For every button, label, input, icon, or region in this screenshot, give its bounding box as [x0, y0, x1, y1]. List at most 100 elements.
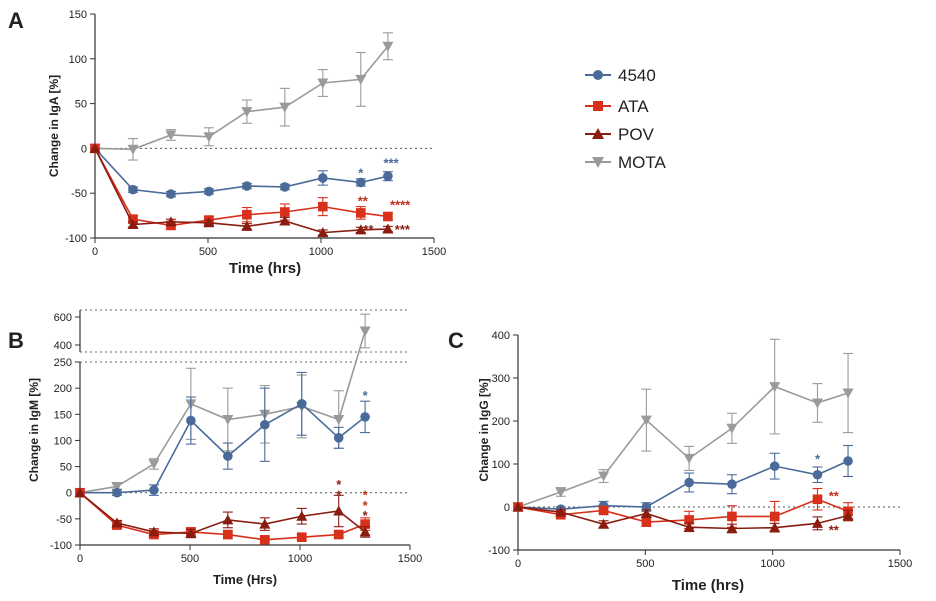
panel-a-line-mota	[94, 45, 389, 151]
panel-b-y-tick-label-upper: 400	[54, 340, 72, 352]
panel-c-point-pov	[512, 501, 524, 512]
panel-b-point-pov	[259, 518, 271, 529]
square-icon	[593, 101, 603, 111]
legend-label-mota: MOTA	[618, 153, 667, 172]
panel-c-point-ata	[812, 494, 823, 505]
circle-icon	[593, 70, 603, 80]
panel-b-x-tick-label: 1000	[288, 553, 312, 565]
panel-a-point-ata	[280, 207, 290, 217]
panel-b-point-mota	[222, 415, 234, 426]
panel-c-x-tick-label: 0	[515, 558, 521, 570]
panel-c-point-pov	[598, 518, 610, 529]
panel-b-y-tick-label: 100	[54, 435, 72, 447]
panel-b-x-tick-label: 500	[181, 553, 199, 565]
panel-a-significance-label: ***	[395, 222, 411, 237]
panel-a-y-axis-label: Change in IgA [%]	[47, 75, 61, 177]
panel-a-y-tick-label: 150	[69, 9, 87, 21]
panel-c-point-mota	[811, 398, 823, 409]
panel-c-point-4540	[769, 461, 780, 471]
panel-b-series-4540	[75, 371, 371, 498]
panel-c-point-mota	[842, 388, 854, 399]
panel-a-y-tick-label: 0	[81, 143, 87, 155]
panel-c-y-axis-label: Change in IgG [%]	[477, 378, 491, 481]
panel-b-point-pov	[74, 487, 86, 498]
panel-a-series-pov	[89, 142, 394, 238]
panel-c-point-mota	[598, 471, 610, 482]
legend-item-mota: MOTA	[585, 153, 667, 172]
legend-item-4540: 4540	[585, 66, 656, 85]
panel-a-point-pov	[89, 142, 101, 153]
panel-c-point-4540	[843, 456, 853, 466]
panel-a-point-mota	[355, 74, 367, 85]
panel-a-point-pov	[382, 223, 394, 234]
panel-a-letter: A	[8, 8, 24, 33]
panel-c-point-mota	[555, 487, 567, 498]
panel-a-point-ata	[383, 211, 393, 222]
panel-b-y-tick-label: 0	[66, 488, 72, 500]
panel-a-point-mota	[165, 130, 177, 141]
panel-b-y-tick-label: 50	[60, 462, 72, 474]
legend-label-pov: POV	[618, 125, 655, 144]
panel-c-point-mota	[726, 423, 738, 434]
triangle-down-icon	[592, 157, 604, 168]
panel-c-significance-label: **	[829, 523, 840, 538]
panel-a-point-ata	[318, 201, 328, 212]
panel-a-x-axis-label: Time (hrs)	[229, 260, 301, 277]
panel-a-point-4540	[355, 177, 366, 188]
panel-b-point-ata	[333, 529, 344, 540]
legend-item-pov: POV	[585, 125, 655, 144]
panel-a-point-4540	[204, 186, 214, 197]
panel-c-x-tick-label: 1000	[760, 558, 784, 570]
panel-c-line-ata	[517, 498, 849, 523]
panel-b-point-pov	[111, 517, 123, 528]
panel-a-significance-label: ***	[383, 156, 399, 171]
panel-a-point-4540	[128, 184, 138, 195]
panel-a-point-pov	[241, 220, 253, 231]
panel-c-point-4540	[684, 477, 694, 488]
panel-b-point-4540	[149, 485, 159, 495]
panel-b-point-pov	[185, 527, 197, 538]
legend-label-4540: 4540	[618, 66, 656, 85]
panel-c-x-axis-label: Time (hrs)	[672, 577, 744, 594]
panel-c: C Change in IgG [%] Time (hrs) 0 500 1000 1…	[448, 328, 912, 594]
panel-c-point-4540	[812, 469, 823, 480]
panel-a-significance-label: **	[358, 193, 369, 208]
panel-a-point-pov	[355, 224, 367, 235]
panel-b-point-ata	[360, 519, 370, 529]
panel-c-point-ata	[684, 515, 694, 525]
panel-a: A Change in IgA [%] Time (hrs) 0 500 1000 1…	[8, 8, 446, 277]
panel-b-x-tick-label: 1500	[398, 553, 422, 565]
panel-a-point-4540	[383, 171, 393, 181]
panel-a-y-tick-label: 50	[75, 99, 87, 111]
panel-c-point-pov	[726, 523, 738, 533]
panel-c-point-mota	[640, 415, 652, 426]
panel-b-significance-label: *	[336, 487, 342, 502]
panel-b-significance-label: *	[363, 487, 369, 502]
panel-c-point-ata	[769, 511, 780, 522]
panel-a-point-mota	[203, 132, 215, 143]
panel-c-line-pov	[517, 506, 849, 530]
panel-b-line-mota	[79, 330, 366, 494]
panel-a-point-pov	[317, 227, 329, 238]
panel-b-point-pov	[222, 514, 234, 525]
panel-b-point-ata	[260, 534, 270, 545]
panel-b-significance-label: *	[363, 388, 369, 403]
panel-a-point-mota	[279, 102, 291, 113]
triangle-up-icon	[592, 128, 604, 139]
panel-c-point-ata	[598, 505, 609, 516]
panel-a-line-4540	[94, 147, 389, 195]
panel-b-point-pov	[359, 526, 371, 537]
panel-a-x-tick-label: 1500	[422, 246, 446, 258]
panel-b-point-ata	[223, 529, 233, 540]
panel-b-y-tick-label: -100	[50, 540, 72, 552]
panel-a-point-ata	[242, 209, 252, 220]
panel-b-x-axis-label: Time (Hrs)	[213, 572, 277, 587]
panel-c-point-ata	[641, 517, 652, 527]
panel-b-y-axis-label: Change in IgM [%]	[27, 378, 41, 482]
panel-a-point-mota	[382, 41, 394, 52]
panel-b-point-pov	[296, 510, 308, 521]
panel-c-y-tick-label: -100	[488, 545, 510, 557]
panel-a-point-4540	[242, 181, 252, 191]
panel-a-point-mota	[127, 144, 139, 155]
